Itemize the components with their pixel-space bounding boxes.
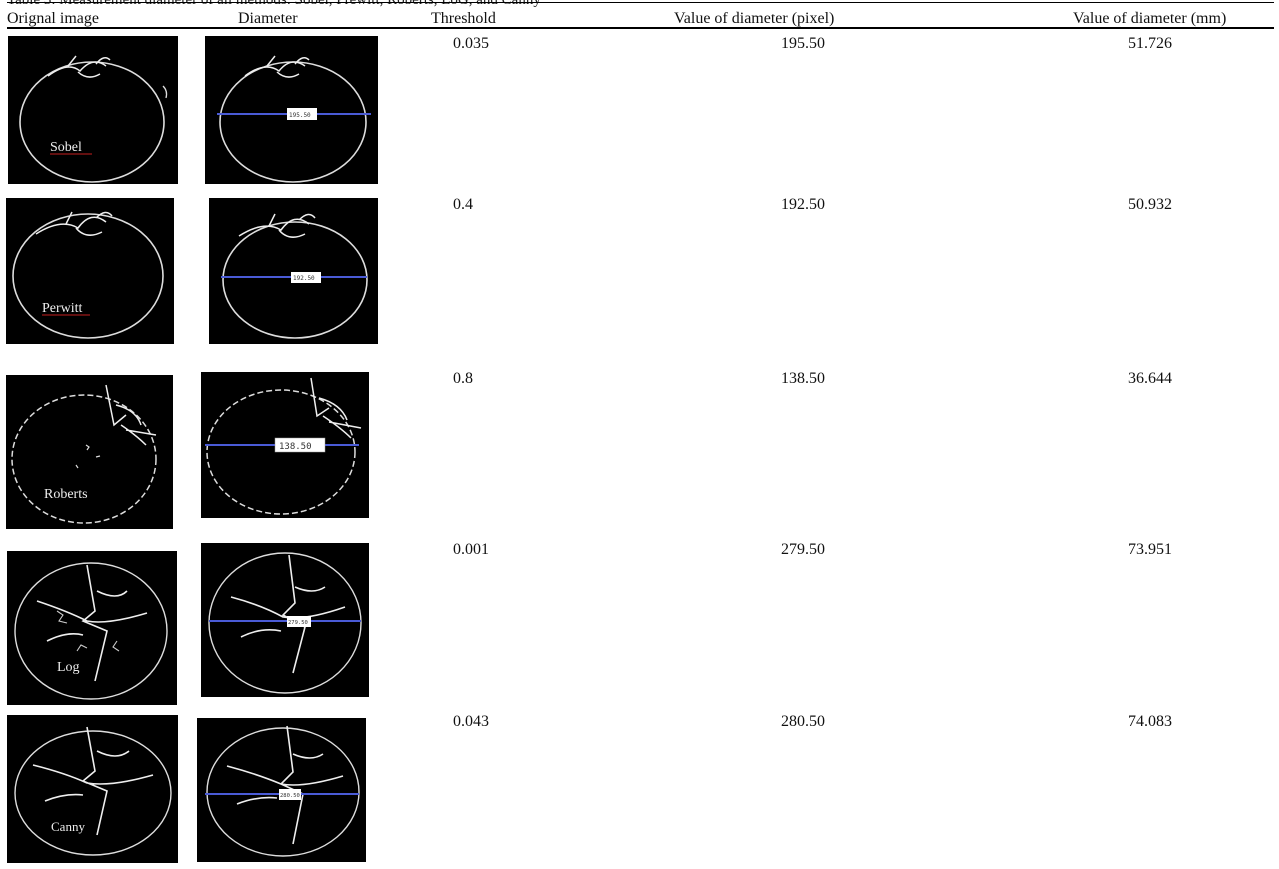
diameter-image-log: 279.50 bbox=[201, 543, 369, 697]
mm-value: 50.932 bbox=[1128, 196, 1172, 213]
table-row: Log 279.50 0.001 279.50 73.951 bbox=[0, 541, 1279, 706]
method-label: Canny bbox=[51, 819, 85, 834]
threshold-value: 0.035 bbox=[453, 35, 489, 52]
header-original-image: Orignal image bbox=[7, 10, 99, 27]
header-diameter: Diameter bbox=[238, 10, 298, 27]
table-caption: Table 3: Measurement diameter of all met… bbox=[7, 0, 541, 8]
diameter-image-canny: 280.50 bbox=[197, 718, 366, 862]
original-image-canny: Canny bbox=[7, 715, 178, 863]
pixel-value: 192.50 bbox=[781, 196, 825, 213]
method-label: Roberts bbox=[44, 487, 88, 502]
pixel-value: 195.50 bbox=[781, 35, 825, 52]
original-image-perwitt: Perwitt bbox=[6, 198, 174, 344]
diameter-label: 192.50 bbox=[293, 275, 315, 282]
header-mm: Value of diameter (mm) bbox=[1073, 10, 1227, 27]
method-label: Perwitt bbox=[42, 301, 83, 316]
pixel-value: 280.50 bbox=[781, 713, 825, 730]
method-label: Log bbox=[57, 660, 80, 675]
threshold-value: 0.001 bbox=[453, 541, 489, 558]
header-rule bbox=[7, 27, 1274, 29]
diameter-label: 280.50 bbox=[280, 793, 300, 799]
top-rule bbox=[7, 2, 1274, 3]
original-image-log: Log bbox=[7, 551, 177, 705]
pixel-value: 138.50 bbox=[781, 370, 825, 387]
original-image-sobel: Sobel bbox=[8, 36, 178, 184]
diameter-image-perwitt: 192.50 bbox=[209, 198, 378, 344]
pixel-value: 279.50 bbox=[781, 541, 825, 558]
table-row: Perwitt 192.50 0.4 192.50 50.932 bbox=[0, 196, 1279, 346]
table-header: Orignal image Diameter Threshold Value o… bbox=[0, 4, 1279, 28]
diameter-label: 195.50 bbox=[289, 112, 311, 119]
header-threshold: Threshold bbox=[431, 10, 496, 27]
mm-value: 73.951 bbox=[1128, 541, 1172, 558]
threshold-value: 0.4 bbox=[453, 196, 473, 213]
mm-value: 51.726 bbox=[1128, 35, 1172, 52]
diameter-image-sobel: 195.50 bbox=[205, 36, 378, 184]
original-image-roberts: Roberts bbox=[6, 375, 173, 529]
table-row: Sobel 195.50 0.035 195.50 51.726 bbox=[0, 35, 1279, 185]
mm-value: 36.644 bbox=[1128, 370, 1172, 387]
diameter-label: 279.50 bbox=[288, 620, 308, 626]
threshold-value: 0.8 bbox=[453, 370, 473, 387]
method-label: Sobel bbox=[50, 140, 82, 155]
table-row: Canny 280.50 0.043 280.50 74.083 bbox=[0, 713, 1279, 865]
header-pixel: Value of diameter (pixel) bbox=[674, 10, 835, 27]
diameter-image-roberts: 138.50 bbox=[201, 372, 369, 518]
diameter-label: 138.50 bbox=[279, 442, 312, 452]
table-row: Roberts 138.50 0.8 138.50 36.644 bbox=[0, 370, 1279, 530]
threshold-value: 0.043 bbox=[453, 713, 489, 730]
mm-value: 74.083 bbox=[1128, 713, 1172, 730]
